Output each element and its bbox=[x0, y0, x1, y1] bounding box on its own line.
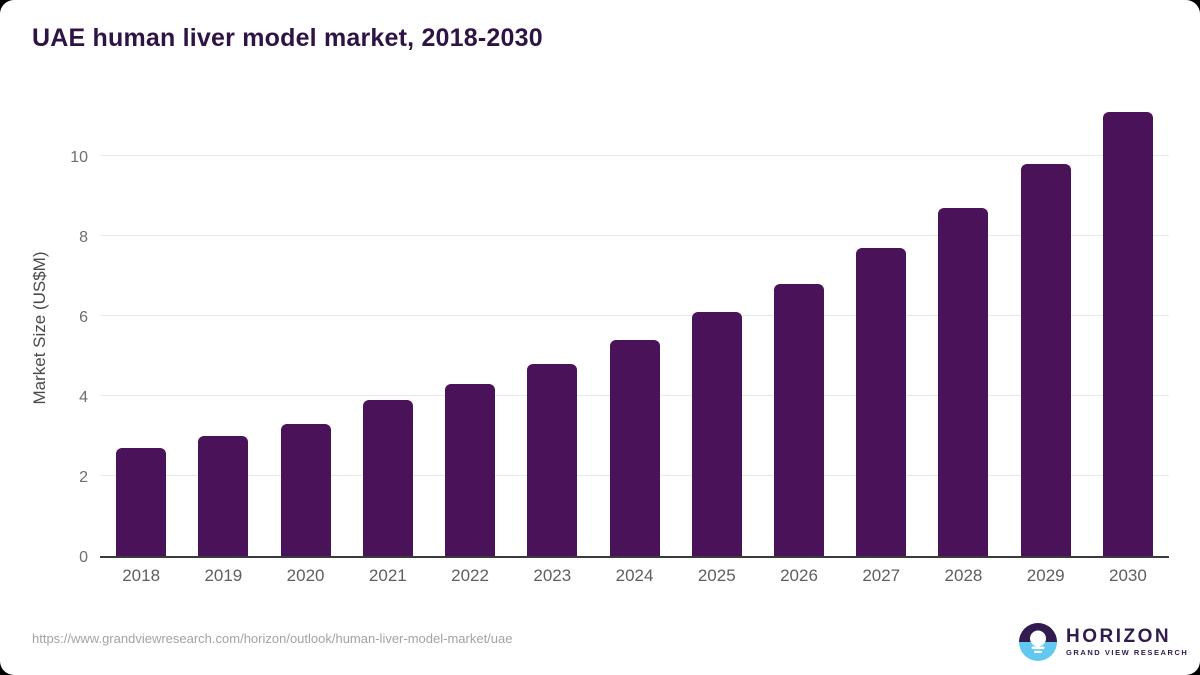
bar-2024[interactable] bbox=[609, 340, 660, 556]
bar-slot-2020 bbox=[264, 98, 346, 556]
bar-slot-2022 bbox=[429, 98, 511, 556]
bar-slot-2027 bbox=[840, 98, 922, 556]
y-tick-label-2: 2 bbox=[79, 469, 88, 486]
plot-area bbox=[100, 98, 1169, 558]
y-tick-label-10: 10 bbox=[70, 149, 88, 166]
bar-2019[interactable] bbox=[198, 436, 249, 556]
x-tick-label-2024: 2024 bbox=[615, 566, 654, 585]
bar-slot-2030 bbox=[1087, 98, 1169, 556]
bar-slot-2029 bbox=[1005, 98, 1087, 556]
bar-2022[interactable] bbox=[445, 384, 496, 556]
bar-2021[interactable] bbox=[362, 400, 413, 556]
x-tick-label-2019: 2019 bbox=[204, 566, 243, 585]
horizon-sun-icon bbox=[1019, 623, 1057, 661]
bar-slot-2026 bbox=[758, 98, 840, 556]
x-tick-label-2023: 2023 bbox=[533, 566, 572, 585]
bar-2027[interactable] bbox=[856, 248, 907, 556]
bar-2026[interactable] bbox=[773, 284, 824, 556]
bar-2029[interactable] bbox=[1020, 164, 1071, 556]
horizon-logo: HORIZON GRAND VIEW RESEARCH bbox=[1019, 623, 1188, 661]
gridline-10 bbox=[100, 155, 1169, 156]
bars-container bbox=[100, 98, 1169, 556]
y-tick-label-6: 6 bbox=[79, 309, 88, 326]
x-tick-label-2020: 2020 bbox=[286, 566, 325, 585]
bar-2025[interactable] bbox=[691, 312, 742, 556]
logo-subtitle: GRAND VIEW RESEARCH bbox=[1066, 648, 1189, 657]
x-tick-label-2022: 2022 bbox=[451, 566, 489, 585]
bar-slot-2018 bbox=[100, 98, 182, 556]
chart-title: UAE human liver model market, 2018-2030 bbox=[32, 24, 543, 52]
bar-2028[interactable] bbox=[938, 208, 989, 556]
logo-text: HORIZON GRAND VIEW RESEARCH bbox=[1066, 627, 1188, 657]
x-axis-ticks: 2018 2019 2020 2021 2022 2023 2024 2025 2026 2027… bbox=[100, 566, 1169, 586]
gridline-6 bbox=[100, 315, 1169, 316]
x-tick-label-2028: 2028 bbox=[944, 566, 983, 585]
x-tick-label-2027: 2027 bbox=[862, 566, 901, 585]
bar-slot-2023 bbox=[511, 98, 593, 556]
bar-2020[interactable] bbox=[280, 424, 331, 556]
bar-slot-2019 bbox=[182, 98, 264, 556]
gridline-8 bbox=[100, 235, 1169, 236]
bar-2030[interactable] bbox=[1102, 112, 1153, 556]
y-tick-label-0: 0 bbox=[79, 549, 88, 566]
bar-2023[interactable] bbox=[527, 364, 578, 556]
bar-slot-2025 bbox=[676, 98, 758, 556]
bar-chart: Market Size (US$M) 0 2 4 6 8 10 2018 2019 2020 2… bbox=[0, 98, 1200, 638]
bar-slot-2021 bbox=[347, 98, 429, 556]
source-url: https://www.grandviewresearch.com/horizo… bbox=[32, 631, 513, 646]
x-tick-label-2030: 2030 bbox=[1109, 566, 1147, 585]
bar-slot-2024 bbox=[593, 98, 675, 556]
y-tick-label-8: 8 bbox=[79, 229, 88, 246]
x-tick-label-2025: 2025 bbox=[697, 566, 736, 585]
y-axis-title: Market Size (US$M) bbox=[30, 251, 49, 405]
x-tick-label-2026: 2026 bbox=[780, 566, 818, 585]
bar-slot-2028 bbox=[922, 98, 1004, 556]
x-tick-label-2021: 2021 bbox=[368, 566, 407, 585]
y-tick-label-4: 4 bbox=[79, 389, 88, 406]
logo-name: HORIZON bbox=[1066, 626, 1172, 647]
x-tick-label-2018: 2018 bbox=[122, 566, 161, 585]
x-tick-label-2029: 2029 bbox=[1026, 566, 1065, 585]
bar-2018[interactable] bbox=[116, 448, 167, 556]
